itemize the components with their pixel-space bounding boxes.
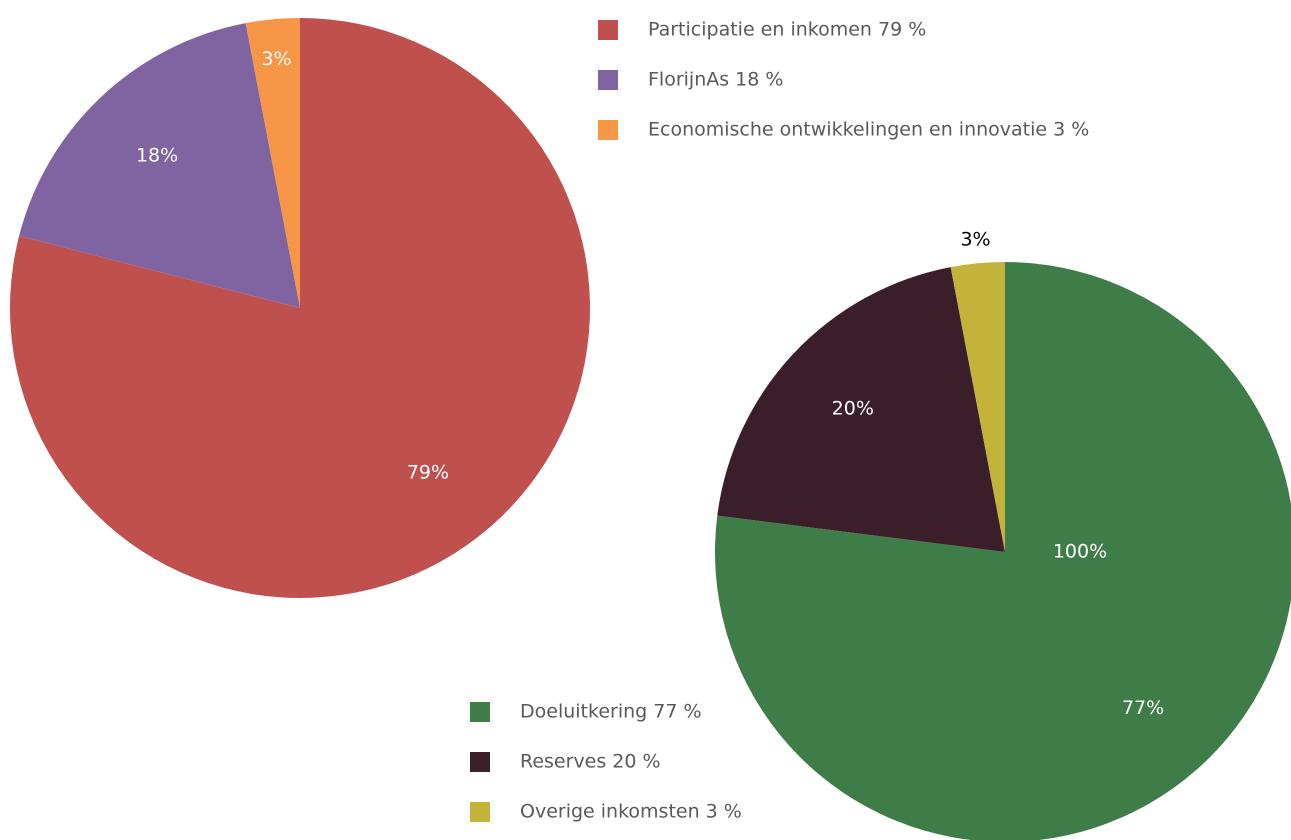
pie-slice xyxy=(245,18,300,308)
legend-swatch xyxy=(470,752,490,772)
slice-label: 3% xyxy=(261,48,291,70)
pie-slice xyxy=(19,23,301,309)
legend-label: Economische ontwikkelingen en innovatie … xyxy=(648,119,1089,141)
legend-label: Doeluitkering 77 % xyxy=(520,701,702,723)
legend-label: FlorijnAs 18 % xyxy=(648,69,783,91)
legend-swatch xyxy=(470,802,490,822)
pie-slice xyxy=(9,18,590,598)
legend-swatch xyxy=(598,70,618,90)
annotation: 100% xyxy=(1053,541,1107,563)
legend-label: Overige inkomsten 3 % xyxy=(520,801,742,823)
legend-swatch xyxy=(470,702,490,722)
slice-label: 79% xyxy=(407,461,449,483)
pie-slice xyxy=(717,267,1005,552)
slice-label: 77% xyxy=(1122,697,1164,719)
legend-label: Reserves 20 % xyxy=(520,751,661,773)
pie-slice xyxy=(715,262,1291,840)
legend-swatch xyxy=(598,120,618,140)
pie-slice xyxy=(950,262,1005,552)
slice-label: 18% xyxy=(136,144,178,166)
legend-swatch xyxy=(598,20,618,40)
slice-label: 3% xyxy=(960,229,990,251)
legend-label: Participatie en inkomen 79 % xyxy=(648,19,926,41)
slice-label: 20% xyxy=(832,398,874,420)
